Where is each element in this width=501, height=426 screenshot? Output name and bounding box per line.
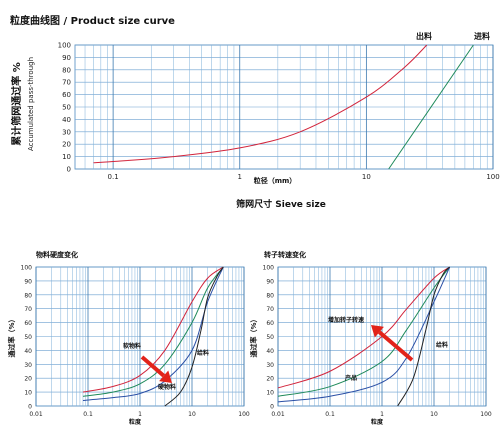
y-tick-label: 90 xyxy=(24,278,32,285)
chart-title: 粒度曲线图 / Product size curve xyxy=(10,14,175,27)
series-line-2-1 xyxy=(82,266,224,397)
arrow-head xyxy=(159,370,172,383)
y-tick-label: 40 xyxy=(266,348,274,355)
y-tick-label: 40 xyxy=(24,348,32,355)
annotation-soft-material: 软物料 xyxy=(123,342,141,350)
y-tick-label: 30 xyxy=(24,362,32,369)
grid-1 xyxy=(74,44,494,170)
x-tick-label: 10 xyxy=(188,411,196,418)
y-tick-label: 30 xyxy=(62,128,71,136)
y-tick-label: 70 xyxy=(24,306,32,313)
grid-2 xyxy=(35,266,245,407)
x-axis-label: 粒度 xyxy=(129,418,142,426)
x-tick-label: 10 xyxy=(362,173,371,181)
y-tick-label: 70 xyxy=(62,79,71,87)
x-tick-label: 0.1 xyxy=(83,411,93,418)
x-tick-label: 0.1 xyxy=(108,173,119,181)
x-tick-label: 100 xyxy=(480,411,492,418)
annotation-rotor-speed: 增加转子转速 xyxy=(328,316,364,324)
x-tick-label: 0.01 xyxy=(271,411,285,418)
y-axis-label: 累计筛网通过率 % xyxy=(10,62,23,146)
y-tick-label: 40 xyxy=(62,116,71,124)
legend-label-input: 进料 xyxy=(474,31,490,41)
legend-label-output: 出料 xyxy=(416,31,432,41)
y-tick-label: 10 xyxy=(266,390,274,397)
x-tick-label: 100 xyxy=(238,411,250,418)
x-tick-label: 1 xyxy=(238,173,242,181)
y-tick-label: 100 xyxy=(21,265,33,272)
series-line-3-3 xyxy=(397,266,451,407)
y-tick-label: 20 xyxy=(62,141,71,149)
x-axis-label: 粒径（mm） xyxy=(254,176,297,185)
y-tick-label: 10 xyxy=(62,153,71,161)
x-tick-label: 0.01 xyxy=(29,411,43,418)
y-tick-label: 0 xyxy=(67,166,71,174)
y-tick-label: 90 xyxy=(266,278,274,285)
y-tick-label: 70 xyxy=(266,306,274,313)
y-tick-label: 60 xyxy=(266,320,274,327)
annotation-hard-material: 硬物料 xyxy=(158,383,176,391)
series-line-1-0 xyxy=(93,44,428,164)
y-tick-label: 100 xyxy=(263,265,275,272)
series-line-2-3 xyxy=(164,266,224,407)
series-line-2-0 xyxy=(82,266,224,393)
y-tick-label: 30 xyxy=(266,362,274,369)
y-tick-label: 20 xyxy=(266,376,274,383)
y-axis-label: 通过率（%） xyxy=(7,315,16,357)
chart-title: 物料硬度变化 xyxy=(36,250,78,259)
y-tick-label: 60 xyxy=(62,91,71,99)
arrow-head xyxy=(371,325,384,338)
y-tick-label: 60 xyxy=(24,320,32,327)
y-tick-label: 50 xyxy=(24,334,32,341)
y-tick-label: 20 xyxy=(24,376,32,383)
y-axis-label-en: Accumulated pass-through xyxy=(27,57,35,151)
chart-title: 转子转速变化 xyxy=(264,250,306,259)
y-tick-label: 50 xyxy=(266,334,274,341)
y-tick-label: 90 xyxy=(62,54,71,62)
y-tick-label: 0 xyxy=(270,404,274,411)
x-tick-label: 10 xyxy=(430,411,438,418)
y-tick-label: 80 xyxy=(266,292,274,299)
x-tick-label: 100 xyxy=(486,173,499,181)
x-tick-label: 1 xyxy=(380,411,384,418)
series-line-3-0 xyxy=(277,266,450,389)
x-axis-label: 粒度 xyxy=(371,418,384,426)
y-tick-label: 10 xyxy=(24,390,32,397)
x-tick-label: 0.1 xyxy=(325,411,335,418)
y-tick-label: 50 xyxy=(62,104,71,112)
y-axis-label: 通过率（%） xyxy=(249,315,258,357)
annotation-feed: 给料 xyxy=(436,341,448,349)
sieve-size-label: 筛网尺寸 Sieve size xyxy=(236,198,326,210)
annotation-product: 产品 xyxy=(345,374,357,382)
y-tick-label: 100 xyxy=(58,42,71,50)
series-line-3-2 xyxy=(277,266,451,403)
rotor-speed-arrow xyxy=(371,325,414,362)
y-tick-label: 80 xyxy=(24,292,32,299)
series-line-1-1 xyxy=(388,44,474,170)
arrow-shaft xyxy=(378,330,414,362)
harder-material-arrow xyxy=(140,355,172,383)
y-tick-label: 0 xyxy=(28,404,32,411)
x-tick-label: 1 xyxy=(138,411,142,418)
annotation-feed: 给料 xyxy=(197,349,209,357)
y-tick-label: 80 xyxy=(62,66,71,74)
arrow-shaft xyxy=(140,355,165,378)
